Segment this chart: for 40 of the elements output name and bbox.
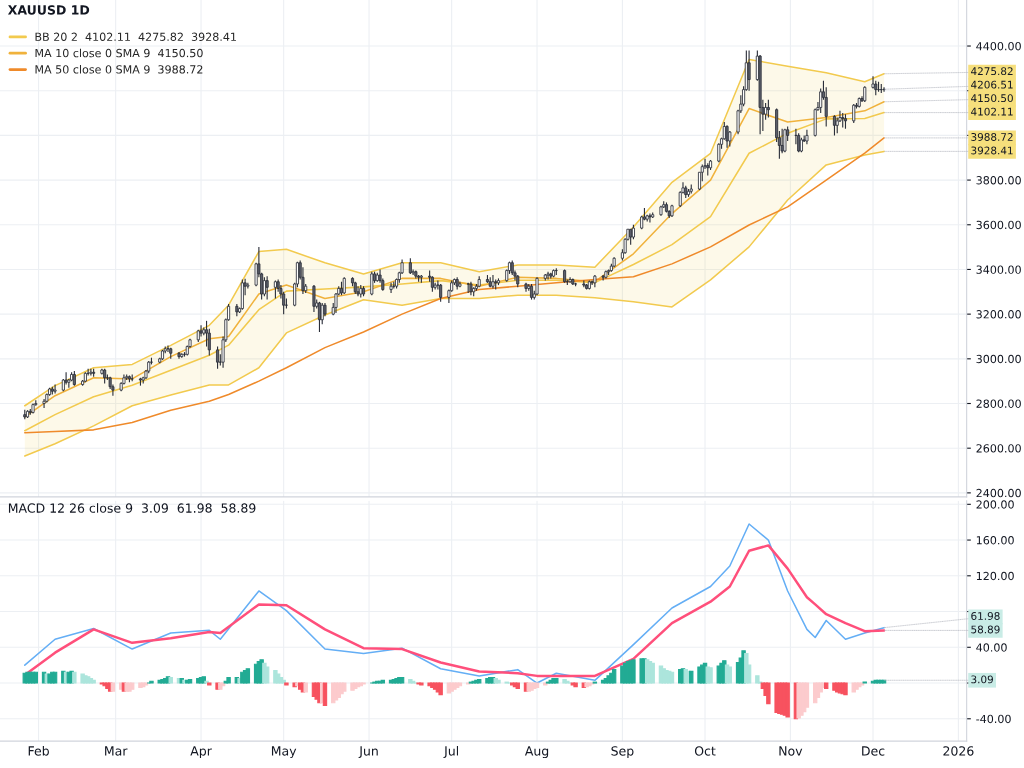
y-tick-label: 120.00	[976, 571, 1014, 581]
x-tick-label: Sep	[611, 746, 634, 759]
x-tick-label: Apr	[190, 746, 212, 759]
annotation: 4275.82	[971, 67, 1013, 76]
y-tick-label: 2400.00	[976, 488, 1021, 498]
legend-label: BB 20 2 4102.11 4275.82 3928.41	[35, 32, 236, 41]
y-tick-label: 3800.00	[976, 176, 1021, 185]
legend-label: MA 10 close 0 SMA 9 4150.50	[35, 48, 203, 58]
x-tick-label: May	[271, 746, 297, 759]
annotation: 61.98	[971, 612, 1000, 620]
x-tick-label: 2026	[943, 746, 974, 756]
y-tick-label: 3400.00	[976, 265, 1021, 274]
x-tick-label: Mar	[105, 746, 128, 756]
y-tick-label: 3000.00	[976, 354, 1021, 364]
annotation: 4150.50	[971, 94, 1013, 103]
x-tick-label: Jul	[443, 745, 459, 758]
y-tick-label: -40.00	[976, 714, 1011, 724]
y-tick-label: 3200.00	[976, 310, 1021, 319]
annotation: 3928.41	[971, 146, 1013, 155]
y-tick-label: 2600.00	[976, 444, 1021, 453]
x-tick-label: Feb	[28, 745, 49, 756]
y-tick-label: 3600.00	[976, 220, 1021, 230]
annotation: 4102.11	[971, 107, 1013, 116]
annotation: 4206.51	[971, 80, 1013, 89]
annotation: 58.89	[971, 625, 1000, 634]
chart-title: MACD 12 26 close 9 3.09 61.98 58.89	[8, 503, 256, 513]
x-tick-label: Aug	[524, 746, 549, 759]
y-tick-label: 4400.00	[976, 42, 1021, 51]
x-tick-label: Jun	[358, 746, 378, 758]
annotation: 3.09	[971, 675, 993, 684]
chart-title: XAUUSD 1D	[7, 5, 90, 15]
x-tick-label: Oct	[694, 746, 716, 756]
y-tick-label: 160.00	[976, 536, 1014, 545]
y-tick-label: 2800.00	[976, 399, 1021, 408]
y-tick-label: 200.00	[976, 500, 1014, 509]
legend-label: MA 50 close 0 SMA 9 3988.72	[35, 64, 203, 74]
x-tick-label: Nov	[779, 746, 803, 756]
x-tick-label: Dec	[862, 746, 885, 756]
y-tick-label: 40.00	[976, 643, 1007, 652]
annotation: 3988.72	[971, 133, 1013, 141]
